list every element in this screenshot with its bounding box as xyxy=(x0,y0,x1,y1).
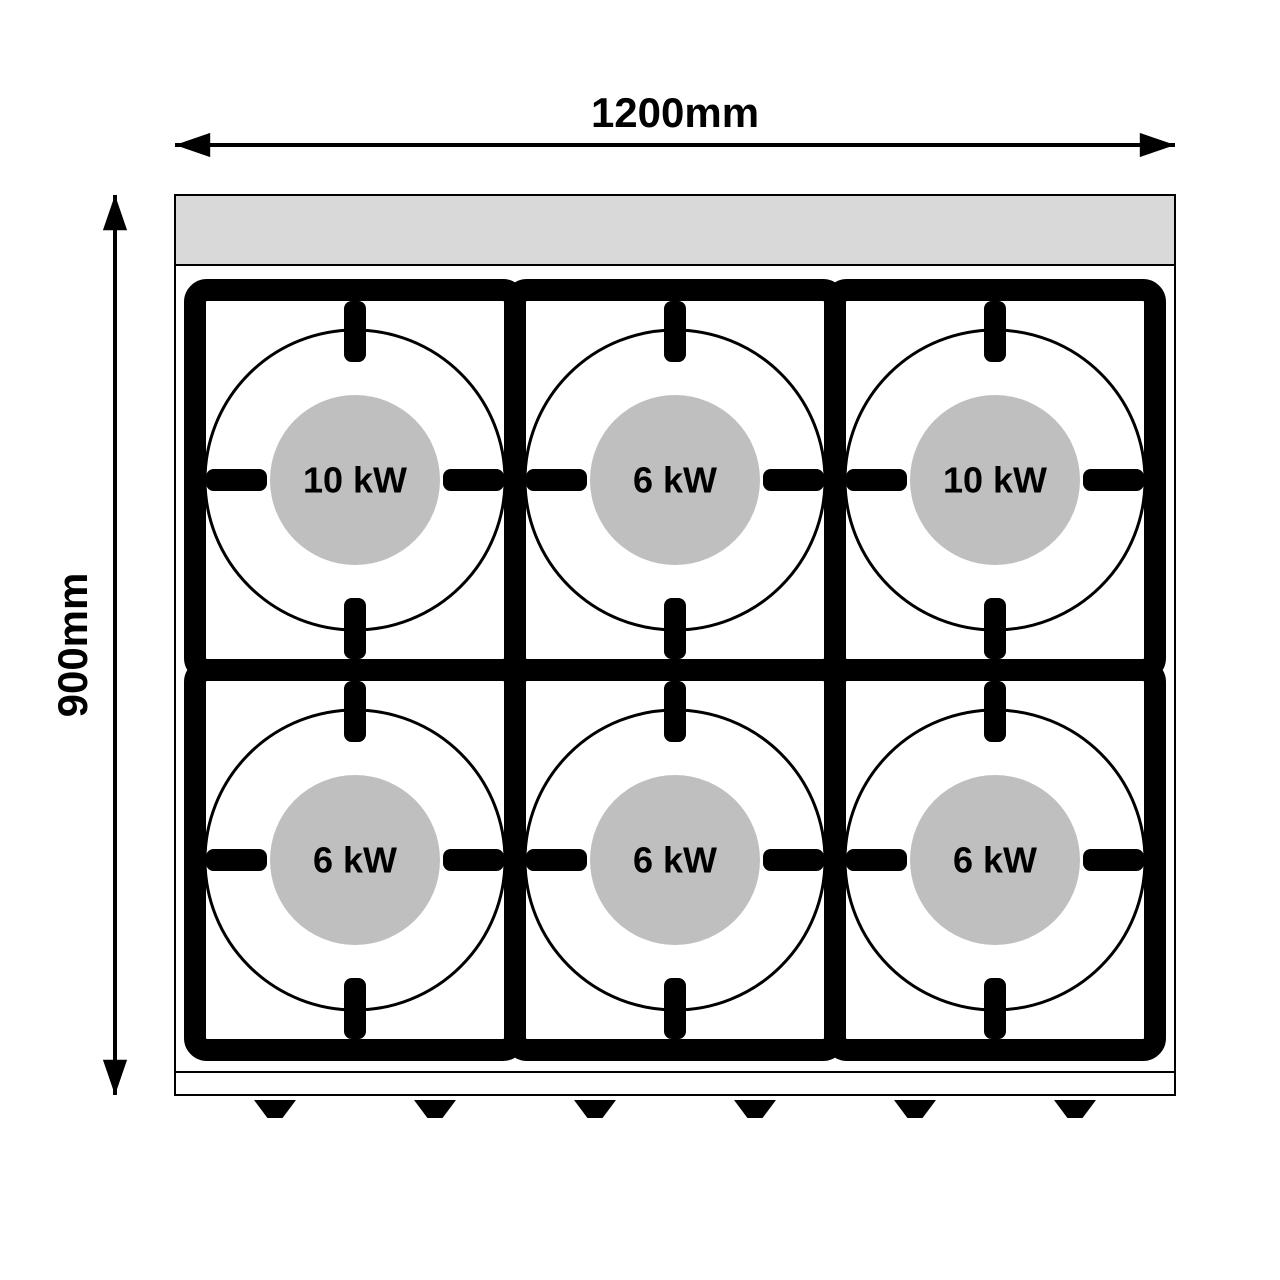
control-knob-icon xyxy=(894,1100,936,1118)
control-knob-icon xyxy=(414,1100,456,1118)
stove-header-strip xyxy=(175,195,1175,265)
grate-bar xyxy=(984,978,1006,1039)
grate-bar xyxy=(526,469,587,491)
arrowhead-icon xyxy=(175,133,210,157)
dimension-height-label: 900mm xyxy=(49,573,96,718)
burner-power-label: 10 kW xyxy=(943,460,1047,501)
stove-diagram: 1200mm 900mm 10 kW 6 kW 10 kW 6 kW 6 kW 6 kW xyxy=(0,0,1280,1280)
burner-power-label: 10 kW xyxy=(303,460,407,501)
dimension-width-label: 1200mm xyxy=(591,89,759,136)
grate-bar xyxy=(1083,849,1144,871)
grate-bar xyxy=(206,469,267,491)
grate-bar xyxy=(344,301,366,362)
burner-power-label: 6 kW xyxy=(953,840,1037,881)
grate-bar xyxy=(344,978,366,1039)
grate-bar xyxy=(763,469,824,491)
grate-bar xyxy=(526,849,587,871)
control-knob-icon xyxy=(1054,1100,1096,1118)
control-knob-icon xyxy=(574,1100,616,1118)
control-knob-icon xyxy=(254,1100,296,1118)
arrowhead-icon xyxy=(1140,133,1175,157)
grate-bar xyxy=(846,469,907,491)
burner-cell: 6 kW xyxy=(195,670,515,1050)
grate-bar xyxy=(664,978,686,1039)
grate-bar xyxy=(344,681,366,742)
arrowhead-icon xyxy=(103,195,127,230)
grate-bar xyxy=(984,598,1006,659)
grate-bar xyxy=(664,301,686,362)
burner-cell: 10 kW xyxy=(835,290,1155,670)
grate-bar xyxy=(664,598,686,659)
burner-cell: 6 kW xyxy=(515,670,835,1050)
grate-bar xyxy=(443,849,504,871)
grate-bar xyxy=(344,598,366,659)
grate-bar xyxy=(763,849,824,871)
burner-power-label: 6 kW xyxy=(633,840,717,881)
grate-bar xyxy=(664,681,686,742)
burner-power-label: 6 kW xyxy=(313,840,397,881)
arrowhead-icon xyxy=(103,1060,127,1095)
control-knob-icon xyxy=(734,1100,776,1118)
burner-cell: 10 kW xyxy=(195,290,515,670)
grate-bar xyxy=(984,301,1006,362)
grate-bar xyxy=(984,681,1006,742)
burner-cell: 6 kW xyxy=(515,290,835,670)
burner-cell: 6 kW xyxy=(835,670,1155,1050)
grate-bar xyxy=(1083,469,1144,491)
grate-bar xyxy=(206,849,267,871)
grate-bar xyxy=(443,469,504,491)
burner-power-label: 6 kW xyxy=(633,460,717,501)
grate-bar xyxy=(846,849,907,871)
